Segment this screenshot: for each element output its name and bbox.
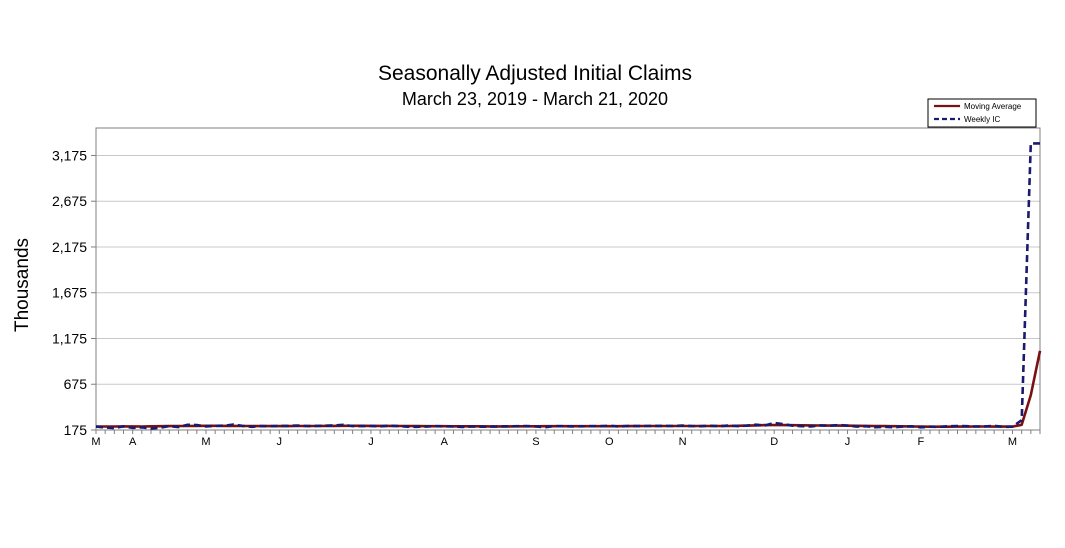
legend-box xyxy=(927,98,1037,128)
y-tick-label: 1,175 xyxy=(52,330,87,346)
x-tick-label: M xyxy=(91,436,100,448)
x-tick-label: M xyxy=(201,436,210,448)
x-tick-label: S xyxy=(532,436,539,448)
x-tick-label: A xyxy=(441,436,449,448)
y-tick-label: 2,175 xyxy=(52,239,87,255)
legend: Moving Average Weekly IC xyxy=(927,98,1037,128)
series-line-weekly-ic xyxy=(95,142,1040,430)
x-tick-label: D xyxy=(770,436,778,448)
plot-area xyxy=(95,127,1041,431)
y-tick-label: 3,175 xyxy=(52,147,87,163)
y-tick-label: 175 xyxy=(64,422,88,438)
chart-subtitle: March 23, 2019 - March 21, 2020 xyxy=(401,89,669,109)
x-tick-label: J xyxy=(277,436,283,448)
series-line-moving-average xyxy=(95,350,1042,429)
x-tick-label: O xyxy=(605,436,614,448)
gridlines xyxy=(96,154,1040,385)
y-axis: 175 675 1,175 1,675 2,175 2,675 3,175 xyxy=(52,147,96,438)
legend-entry: Moving Average xyxy=(964,102,1022,111)
x-tick-label: J xyxy=(845,436,851,448)
y-tick-label: 2,675 xyxy=(52,193,87,209)
x-tick-label: A xyxy=(129,436,137,448)
x-tick-label: F xyxy=(917,436,924,448)
x-tick-label: J xyxy=(368,436,374,448)
x-tick-label: N xyxy=(679,436,687,448)
chart-title: Seasonally Adjusted Initial Claims xyxy=(378,62,692,85)
y-tick-label: 1,675 xyxy=(52,285,87,301)
y-tick-label: 675 xyxy=(64,376,88,392)
x-tick-label: M xyxy=(1008,436,1017,448)
series-group xyxy=(95,142,1042,430)
y-axis-label: Thousands xyxy=(12,238,33,332)
legend-entry: Weekly IC xyxy=(964,115,1001,124)
